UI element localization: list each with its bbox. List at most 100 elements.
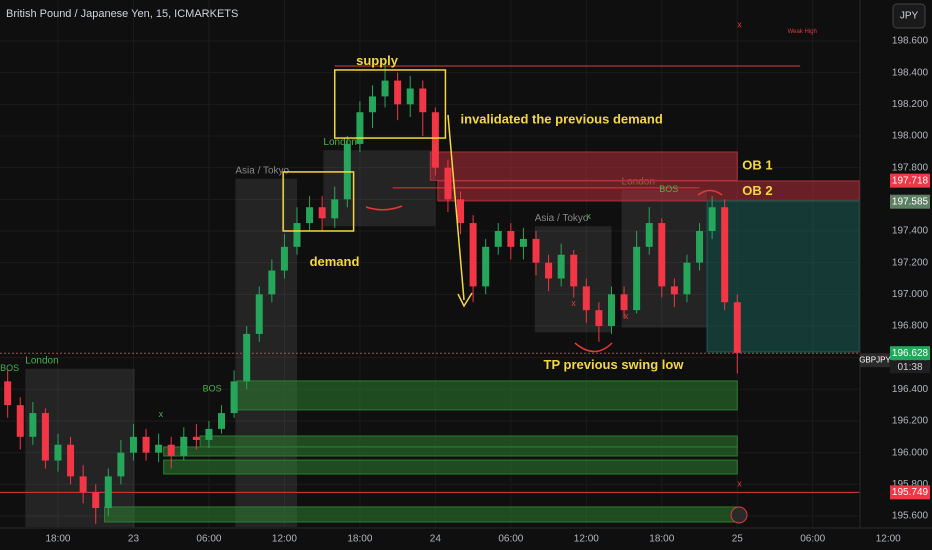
- candle-body: [620, 294, 628, 311]
- candle-body: [431, 112, 439, 168]
- annotation: invalidated the previous demand: [461, 112, 663, 127]
- candle-body: [192, 436, 200, 440]
- candle-body: [519, 238, 527, 247]
- x-tick-label: 06:00: [196, 534, 221, 545]
- arrow: [447, 114, 465, 301]
- candle-body: [4, 381, 12, 406]
- annotation: x: [571, 298, 576, 308]
- candle-body: [268, 270, 276, 295]
- swing-curve: [574, 342, 613, 353]
- annotation: BOS: [203, 384, 222, 394]
- x-tick-label: 12:00: [272, 534, 297, 545]
- session-label: London: [323, 137, 356, 148]
- x-tick-label: 12:00: [574, 534, 599, 545]
- currency-button[interactable]: [892, 3, 926, 29]
- candle-body: [29, 413, 37, 437]
- session-label: Asia / Tokyo: [235, 165, 289, 176]
- candle-body: [218, 413, 226, 429]
- price-badge: [890, 173, 930, 188]
- candle-body: [532, 238, 540, 263]
- candle-body: [444, 167, 452, 200]
- candle-body: [180, 436, 188, 456]
- annotation: BOS: [0, 363, 19, 373]
- arrow-head: [457, 292, 473, 308]
- price-badge: [890, 194, 930, 209]
- x-tick-label: 06:00: [498, 534, 523, 545]
- y-tick-label: 196.200: [892, 416, 929, 427]
- candle-body: [645, 223, 653, 247]
- symbol-badge: [860, 353, 890, 368]
- candle-body: [368, 96, 376, 113]
- session-label: London: [25, 355, 58, 366]
- y-tick-label: 198.600: [892, 36, 929, 47]
- zone: [706, 200, 860, 353]
- candle-body: [733, 302, 741, 353]
- x-tick-label: 06:00: [800, 534, 825, 545]
- annotation: x: [737, 20, 742, 30]
- countdown-badge: [890, 360, 930, 374]
- candle-body: [683, 262, 691, 295]
- candle-body: [658, 223, 666, 287]
- candle-body: [255, 294, 263, 334]
- zone: [199, 435, 738, 448]
- price-badge-label: 197.585: [892, 196, 929, 207]
- price-badge: [890, 346, 930, 361]
- candle-body: [545, 262, 553, 279]
- symbol-label: GBPJPY: [859, 355, 891, 364]
- candle-body: [406, 88, 414, 105]
- candle-body: [41, 413, 49, 461]
- chart-title: British Pound / Japanese Yen, 15, ICMARK…: [6, 8, 238, 20]
- session-box: [25, 368, 135, 528]
- annotation: x: [624, 311, 629, 321]
- candle-body: [104, 476, 112, 509]
- candle-body: [79, 476, 87, 493]
- annotation: demand: [310, 254, 360, 269]
- y-tick-label: 196.800: [892, 321, 929, 332]
- price-badge-label: 197.718: [892, 175, 929, 186]
- candle-body: [243, 333, 251, 382]
- candle-body: [469, 223, 477, 287]
- annotation: Weak High: [788, 29, 817, 35]
- price-badge: [890, 485, 930, 500]
- y-tick-label: 198.400: [892, 67, 929, 78]
- candle-body: [721, 207, 729, 303]
- annotation: x: [737, 479, 742, 489]
- annotation: x: [586, 211, 591, 221]
- candle-body: [306, 207, 314, 224]
- candle-body: [54, 444, 62, 461]
- candle-body: [318, 207, 326, 219]
- candle-body: [419, 88, 427, 113]
- candle-body: [570, 254, 578, 287]
- zone: [437, 180, 860, 202]
- candle-body: [494, 230, 502, 247]
- annotation: x: [159, 409, 164, 419]
- candle-body: [129, 436, 137, 453]
- y-tick-label: 196.000: [892, 447, 929, 458]
- candle-body: [708, 207, 716, 231]
- candle-body: [331, 199, 339, 219]
- swing-curve: [365, 205, 403, 211]
- x-tick-label: 24: [430, 534, 442, 545]
- candle-body: [280, 246, 288, 271]
- y-tick-label: 197.800: [892, 162, 929, 173]
- annotation: BOS: [659, 184, 678, 194]
- annotation: OB 2: [742, 183, 772, 198]
- candle-body: [582, 286, 590, 311]
- swing-curve: [697, 189, 723, 196]
- candle-body: [670, 286, 678, 295]
- candle-body: [381, 80, 389, 97]
- annotation: supply: [356, 53, 399, 68]
- price-badge-label: 195.749: [892, 487, 929, 498]
- currency-label[interactable]: JPY: [900, 11, 919, 22]
- candle-body: [394, 80, 402, 105]
- y-tick-label: 197.000: [892, 289, 929, 300]
- candle-body: [16, 405, 24, 437]
- highlight-box: [282, 171, 355, 232]
- alert-icon[interactable]: [730, 506, 748, 524]
- y-tick-label: 198.200: [892, 99, 929, 110]
- x-tick-label: 23: [128, 534, 140, 545]
- candle-body: [67, 444, 75, 477]
- y-tick-label: 195.600: [892, 511, 929, 522]
